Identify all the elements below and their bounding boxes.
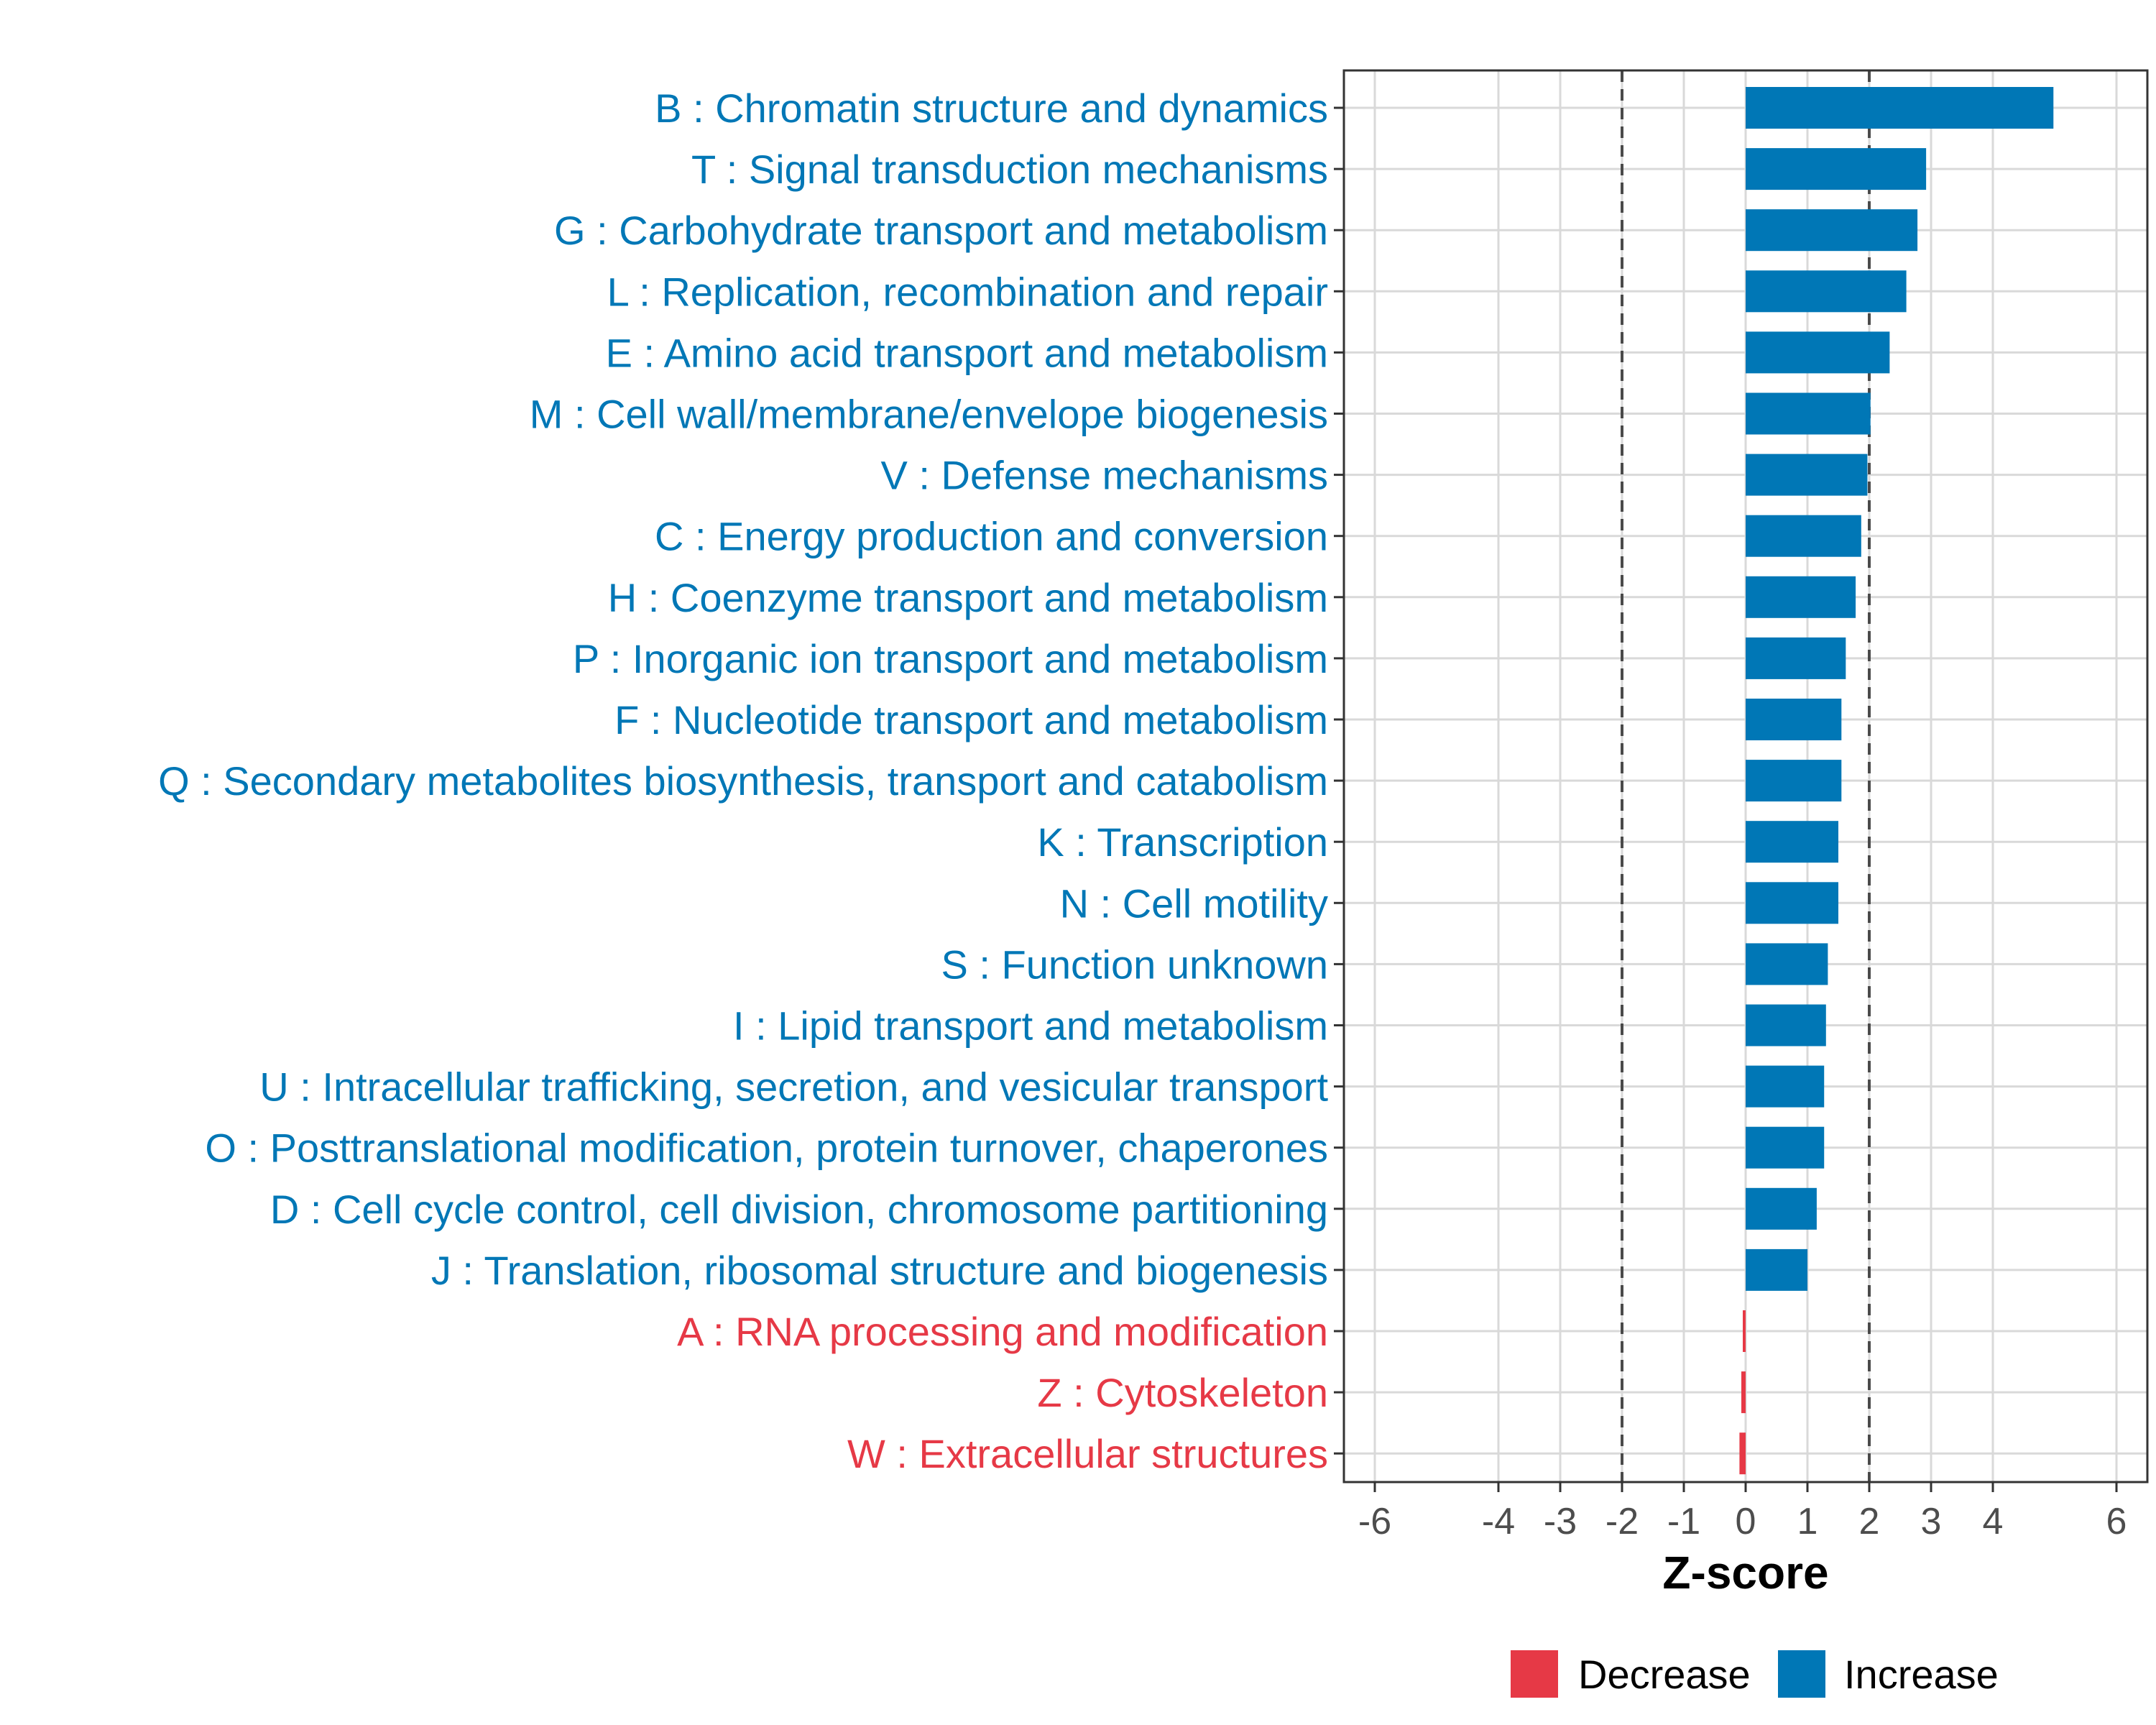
legend-key-increase [1778,1650,1825,1698]
legend-key-decrease [1511,1650,1558,1698]
x-tick-label: 3 [1921,1501,1942,1542]
category-label: N : Cell motility [1060,880,1328,926]
bar [1746,270,1907,313]
bar [1743,1310,1746,1352]
category-label: M : Cell wall/membrane/envelope biogenes… [530,392,1328,437]
x-tick-label: -1 [1667,1501,1700,1542]
category-label: Q : Secondary metabolites biosynthesis, … [158,758,1328,804]
category-label: H : Coenzyme transport and metabolism [608,575,1328,620]
bar [1739,1432,1746,1475]
category-label: G : Carbohydrate transport and metabolis… [554,208,1328,253]
bar [1746,576,1856,618]
x-axis-title: Z-score [1662,1547,1828,1598]
category-label: U : Intracellular trafficking, secretion… [259,1064,1328,1110]
bar [1746,637,1846,679]
bar [1741,1371,1746,1414]
category-label: Z : Cytoskeleton [1037,1370,1328,1415]
bar [1746,148,1927,190]
category-label: T : Signal transduction mechanisms [691,147,1328,192]
y-axis-ticks [1334,106,1344,1455]
legend-label-decrease: Decrease [1578,1652,1751,1697]
bar [1746,1004,1826,1046]
legend-label-increase: Increase [1844,1652,1999,1697]
bars [1739,87,2054,1475]
x-tick-label: 2 [1859,1501,1880,1542]
bar [1746,454,1868,496]
bar [1746,1126,1825,1169]
x-tick-label: -6 [1358,1501,1391,1542]
bar [1746,699,1842,740]
category-label: E : Amino acid transport and metabolism [606,330,1328,375]
category-label: S : Function unknown [941,942,1328,987]
category-label: P : Inorganic ion transport and metaboli… [573,636,1328,681]
category-label: B : Chromatin structure and dynamics [655,86,1328,131]
x-tick-label: -2 [1606,1501,1639,1542]
category-label: I : Lipid transport and metabolism [733,1003,1328,1049]
bar [1746,1065,1825,1108]
x-tick-label: -3 [1544,1501,1577,1542]
legend: Decrease Increase [1511,1650,1999,1698]
x-tick-label: 6 [2106,1501,2127,1542]
bar [1746,515,1861,557]
category-label: A : RNA processing and modification [677,1309,1328,1354]
x-axis-ticks [1373,1482,2118,1492]
bar [1746,760,1842,802]
category-label: D : Cell cycle control, cell division, c… [270,1187,1328,1232]
bar [1746,331,1890,374]
category-label: O : Posttranslational modification, prot… [205,1126,1328,1171]
x-tick-label: -4 [1482,1501,1515,1542]
category-label: L : Replication, recombination and repai… [607,269,1328,314]
x-tick-label: 1 [1797,1501,1818,1542]
x-axis-labels: -6 -4 -3 -2 -1 0 1 2 3 4 6 [1358,1501,2127,1542]
category-label: V : Defense mechanisms [881,453,1328,498]
category-label: K : Transcription [1037,819,1328,865]
x-tick-label: 4 [1983,1501,2004,1542]
bar [1746,87,2054,129]
category-label: W : Extracellular structures [847,1431,1328,1476]
bar [1746,882,1838,924]
bar [1746,1248,1807,1291]
bar [1746,943,1828,985]
category-label: C : Energy production and conversion [655,514,1328,559]
bar [1746,821,1838,863]
bar [1746,209,1918,252]
bar [1746,392,1871,435]
category-label: F : Nucleotide transport and metabolism [614,697,1328,742]
category-label: J : Translation, ribosomal structure and… [431,1248,1328,1293]
x-tick-label: 0 [1736,1501,1756,1542]
y-axis-labels: B : Chromatin structure and dynamics T : … [158,86,1328,1476]
bar [1746,1187,1817,1230]
